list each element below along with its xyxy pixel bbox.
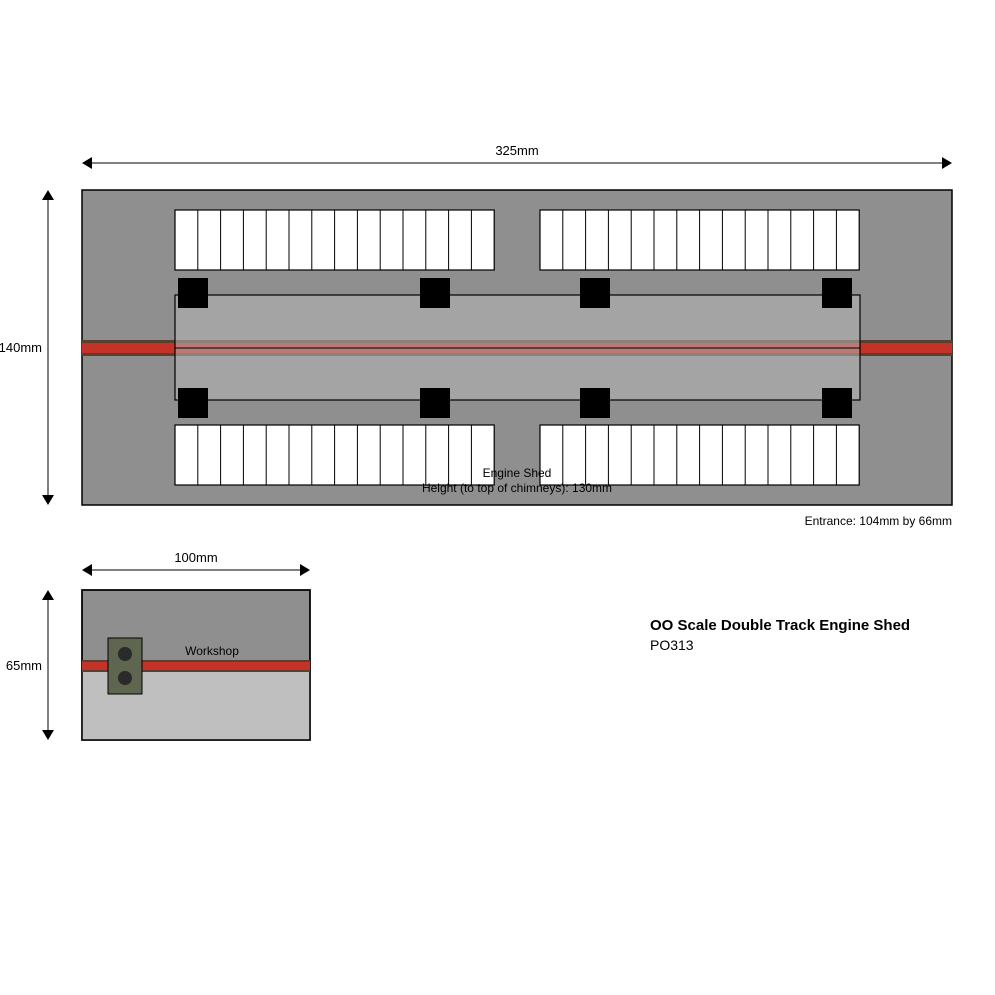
chimney-top-2 — [580, 278, 610, 308]
entrance-note: Entrance: 104mm by 66mm — [805, 514, 952, 528]
chimney-bottom-2 — [580, 388, 610, 418]
diagram-canvas: Engine ShedHeight (to top of chimneys): … — [0, 0, 995, 995]
chimney-top-1 — [420, 278, 450, 308]
workshop-chimney-pot-0 — [118, 647, 132, 661]
chimney-top-3 — [822, 278, 852, 308]
height-dimension-label: 140mm — [0, 340, 42, 355]
product-code: PO313 — [650, 637, 694, 653]
workshop-chimney-pot-1 — [118, 671, 132, 685]
chimney-bottom-3 — [822, 388, 852, 418]
workshop-width-label: 100mm — [174, 550, 217, 565]
workshop-height-label: 65mm — [6, 658, 42, 673]
workshop-chimney — [108, 638, 142, 694]
chimney-bottom-0 — [178, 388, 208, 418]
chimney-bottom-1 — [420, 388, 450, 418]
product-title: OO Scale Double Track Engine Shed — [650, 617, 910, 634]
workshop-label: Workshop — [185, 644, 239, 658]
width-dimension-label: 325mm — [495, 143, 538, 158]
chimney-top-0 — [178, 278, 208, 308]
shed-label-line1: Engine Shed — [483, 466, 552, 480]
shed-label-line2: Height (to top of chimneys): 130mm — [422, 481, 612, 495]
